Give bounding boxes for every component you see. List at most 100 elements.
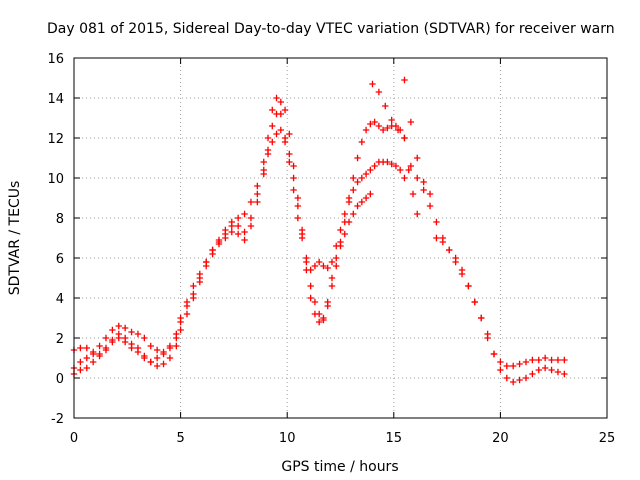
data-point (173, 330, 180, 338)
data-point (77, 358, 84, 366)
y-tick-label: 12 (47, 132, 64, 147)
data-point (561, 356, 568, 364)
data-point (234, 214, 242, 222)
y-tick-label: -2 (51, 412, 64, 427)
data-point (96, 350, 103, 358)
data-point (202, 258, 210, 266)
y-tick-label: 8 (56, 212, 64, 227)
data-point (324, 264, 331, 272)
data-point (77, 366, 84, 374)
data-point (405, 166, 412, 174)
x-tick-label: 0 (70, 431, 78, 446)
data-point (341, 230, 348, 238)
data-point (254, 182, 261, 190)
data-point (350, 210, 357, 218)
data-point (379, 126, 387, 134)
data-point (535, 366, 542, 374)
data-point (522, 374, 530, 382)
data-point (345, 198, 353, 206)
data-point (362, 194, 370, 202)
data-point (109, 326, 116, 334)
data-point (484, 334, 491, 342)
data-point (247, 198, 255, 206)
data-point (388, 116, 395, 124)
data-point (307, 294, 314, 302)
data-point (298, 226, 306, 234)
data-point (241, 210, 248, 218)
data-point (382, 102, 389, 110)
data-point (303, 266, 310, 274)
data-point (414, 174, 421, 182)
data-point (247, 214, 255, 222)
data-point (311, 298, 319, 306)
data-point (358, 198, 366, 206)
data-point (371, 118, 378, 126)
data-point (401, 134, 408, 142)
data-point (350, 174, 357, 182)
data-point (264, 150, 272, 158)
data-point (141, 354, 148, 362)
data-point (414, 154, 421, 162)
data-point (160, 350, 167, 358)
data-point (77, 344, 84, 352)
x-axis-label: GPS time / hours (281, 459, 398, 475)
data-point (541, 354, 549, 362)
data-point (337, 242, 344, 250)
data-point (294, 202, 302, 210)
data-point (273, 130, 280, 138)
data-point (153, 354, 161, 362)
data-point (328, 258, 336, 266)
data-point (375, 88, 383, 96)
data-point (392, 122, 400, 130)
data-point (503, 362, 510, 370)
data-point (241, 236, 248, 244)
data-point (315, 310, 323, 318)
y-tick-label: 10 (47, 172, 64, 187)
data-point (503, 374, 510, 382)
data-point (433, 234, 440, 242)
data-point (228, 228, 235, 236)
data-point (426, 202, 434, 210)
data-point (516, 360, 523, 368)
data-point (354, 202, 361, 210)
data-point (260, 158, 267, 166)
x-tick-label: 15 (386, 431, 403, 446)
data-point (324, 298, 331, 306)
data-point (183, 310, 191, 318)
data-point (183, 302, 191, 310)
data-point (121, 324, 129, 332)
x-tick-label: 25 (599, 431, 616, 446)
data-point (401, 76, 408, 84)
data-point (115, 334, 122, 342)
data-point (478, 314, 485, 322)
data-point (433, 218, 440, 226)
y-axis-label: SDTVAR / TECUs (7, 181, 23, 296)
data-point (166, 342, 174, 350)
y-tick-label: 4 (56, 292, 64, 307)
data-point (134, 348, 142, 356)
x-tick-label: 10 (279, 431, 296, 446)
data-point (490, 350, 498, 358)
data-point (535, 356, 542, 364)
data-point (83, 364, 90, 372)
data-point (277, 98, 285, 106)
data-point (281, 106, 289, 114)
data-point (522, 358, 530, 366)
data-point (269, 106, 276, 114)
data-point (294, 214, 302, 222)
data-point (311, 262, 319, 270)
series-trace-e (401, 76, 568, 370)
data-point (371, 162, 378, 170)
data-point (286, 158, 293, 166)
data-point (269, 138, 276, 146)
data-point (128, 328, 135, 336)
data-point (273, 110, 280, 118)
grid (74, 58, 607, 418)
data-point (190, 290, 197, 298)
y-tick-label: 2 (56, 332, 64, 347)
data-points (70, 76, 568, 386)
data-point (286, 130, 293, 138)
data-point (320, 314, 327, 322)
data-point (548, 366, 555, 374)
data-point (315, 318, 323, 326)
